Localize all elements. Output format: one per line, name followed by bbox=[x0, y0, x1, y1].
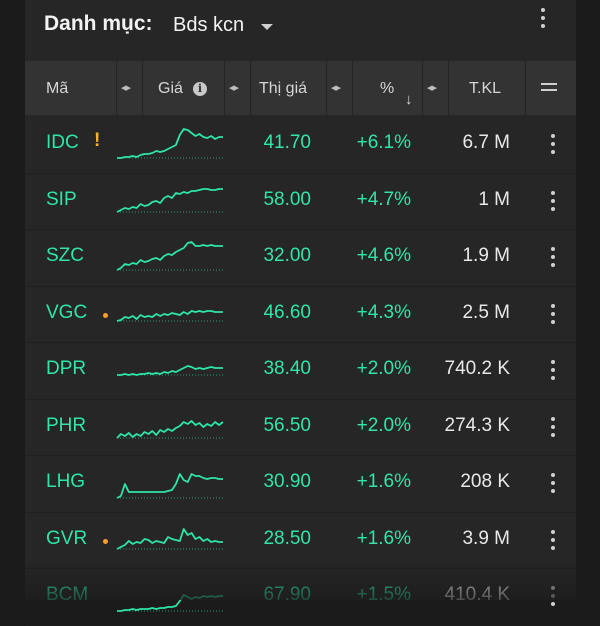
column-resize-icon[interactable]: ◂▸ bbox=[331, 82, 341, 94]
price-sparkline bbox=[117, 594, 223, 612]
table-row[interactable]: GVR 28.50 +1.6% 3.9 M bbox=[25, 513, 576, 569]
table-row[interactable]: DPR 38.40 +2.0% 740.2 K bbox=[25, 343, 576, 400]
more-vertical-icon[interactable] bbox=[550, 473, 556, 497]
trading-volume: 3.9 M bbox=[462, 527, 510, 549]
percent-change: +2.0% bbox=[356, 358, 411, 379]
warning-icon: ! bbox=[94, 130, 101, 151]
more-vertical-icon[interactable] bbox=[533, 8, 553, 36]
status-dot-icon bbox=[103, 538, 108, 544]
price-sparkline bbox=[116, 241, 223, 271]
more-vertical-icon[interactable] bbox=[550, 360, 556, 384]
chevron-down-icon[interactable] bbox=[261, 24, 273, 30]
market-price: 32.00 bbox=[263, 245, 311, 266]
status-dot-icon bbox=[103, 312, 108, 318]
market-price: 41.70 bbox=[263, 132, 311, 153]
percent-change: +4.7% bbox=[356, 188, 411, 210]
table-row[interactable]: SZC 32.00 +4.6% 1.9 M bbox=[25, 230, 576, 287]
column-header-row: Mã ◂▸ Giá i ◂▸ Thị giá ◂▸ % ↓ ◂▸ T.KL bbox=[25, 61, 576, 115]
market-price: 46.60 bbox=[263, 301, 311, 323]
stock-symbol[interactable]: IDC bbox=[46, 132, 79, 153]
column-header-percent[interactable]: % bbox=[380, 80, 395, 97]
watchlist-label: Danh mục: bbox=[44, 12, 153, 35]
percent-change: +1.6% bbox=[356, 527, 411, 549]
table-row[interactable]: SIP 58.00 +4.7% 1 M bbox=[25, 174, 576, 230]
percent-change: +2.0% bbox=[356, 414, 411, 436]
watchlist-panel: Danh mục: Bds kcn Mã ◂▸ Giá i ◂▸ Thị giá… bbox=[25, 0, 576, 626]
price-sparkline bbox=[117, 365, 223, 376]
stock-symbol[interactable]: VGC bbox=[46, 301, 88, 323]
price-sparkline bbox=[116, 527, 223, 550]
column-header-volume[interactable]: T.KL bbox=[469, 80, 502, 97]
stock-list: IDC! 41.70 +6.1% 6.7 M SIP 58.00 +4.7% 1 M SZC 32… bbox=[25, 117, 576, 626]
stock-symbol[interactable]: SZC bbox=[46, 245, 84, 266]
info-icon[interactable]: i bbox=[193, 82, 207, 96]
more-vertical-icon[interactable] bbox=[550, 303, 556, 328]
more-vertical-icon[interactable] bbox=[550, 416, 556, 441]
trading-volume: 208 K bbox=[460, 471, 510, 492]
price-sparkline bbox=[116, 309, 223, 322]
trading-volume: 1 M bbox=[478, 188, 510, 210]
column-resize-icon[interactable]: ◂▸ bbox=[229, 82, 239, 94]
more-vertical-icon[interactable] bbox=[550, 529, 556, 554]
percent-change: +1.6% bbox=[356, 471, 411, 492]
market-price: 30.90 bbox=[263, 471, 311, 492]
percent-change: +4.3% bbox=[356, 301, 411, 323]
column-resize-icon[interactable]: ◂▸ bbox=[427, 82, 437, 94]
stock-symbol[interactable]: SIP bbox=[46, 188, 77, 210]
stock-symbol[interactable]: BCM bbox=[46, 584, 89, 605]
stock-symbol[interactable]: DPR bbox=[46, 358, 87, 379]
table-row[interactable]: LHG 30.90 +1.6% 208 K bbox=[25, 456, 576, 513]
price-sparkline bbox=[116, 473, 223, 499]
more-vertical-icon[interactable] bbox=[550, 134, 556, 158]
stock-symbol[interactable]: GVR bbox=[46, 527, 88, 549]
table-row[interactable]: BCM 67.90 +1.5% 410.4 K bbox=[25, 569, 576, 626]
table-row[interactable]: VGC 46.60 +4.3% 2.5 M bbox=[25, 287, 576, 343]
sort-descending-icon[interactable]: ↓ bbox=[405, 91, 413, 108]
trading-volume: 410.4 K bbox=[444, 584, 511, 605]
more-vertical-icon[interactable] bbox=[550, 586, 556, 610]
price-sparkline bbox=[117, 128, 223, 159]
market-price: 28.50 bbox=[263, 527, 311, 549]
column-resize-icon[interactable]: ◂▸ bbox=[121, 82, 131, 94]
column-header-symbol[interactable]: Mã bbox=[46, 80, 69, 97]
market-price: 38.40 bbox=[263, 358, 311, 379]
watchlist-header: Danh mục: Bds kcn bbox=[25, 0, 576, 56]
trading-volume: 740.2 K bbox=[444, 358, 511, 379]
price-sparkline bbox=[116, 419, 224, 439]
market-price: 56.50 bbox=[263, 414, 311, 436]
watchlist-selector[interactable]: Bds kcn bbox=[173, 14, 245, 36]
more-vertical-icon[interactable] bbox=[550, 247, 556, 271]
percent-change: +6.1% bbox=[356, 132, 411, 153]
trading-volume: 2.5 M bbox=[462, 301, 510, 323]
trading-volume: 274.3 K bbox=[444, 414, 511, 436]
market-price: 67.90 bbox=[263, 584, 311, 605]
percent-change: +1.5% bbox=[356, 584, 411, 605]
trading-volume: 6.7 M bbox=[462, 132, 510, 153]
trading-volume: 1.9 M bbox=[462, 245, 510, 266]
table-row[interactable]: IDC! 41.70 +6.1% 6.7 M bbox=[25, 117, 576, 174]
table-row[interactable]: PHR 56.50 +2.0% 274.3 K bbox=[25, 400, 576, 456]
price-sparkline bbox=[116, 187, 223, 213]
column-header-market-price[interactable]: Thị giá bbox=[259, 80, 308, 97]
market-price: 58.00 bbox=[263, 188, 311, 210]
stock-symbol[interactable]: LHG bbox=[46, 471, 86, 492]
column-header-price[interactable]: Giá bbox=[158, 80, 183, 97]
more-vertical-icon[interactable] bbox=[550, 190, 556, 215]
hamburger-menu-icon[interactable] bbox=[541, 83, 557, 95]
percent-change: +4.6% bbox=[356, 245, 411, 266]
stock-symbol[interactable]: PHR bbox=[46, 414, 87, 436]
